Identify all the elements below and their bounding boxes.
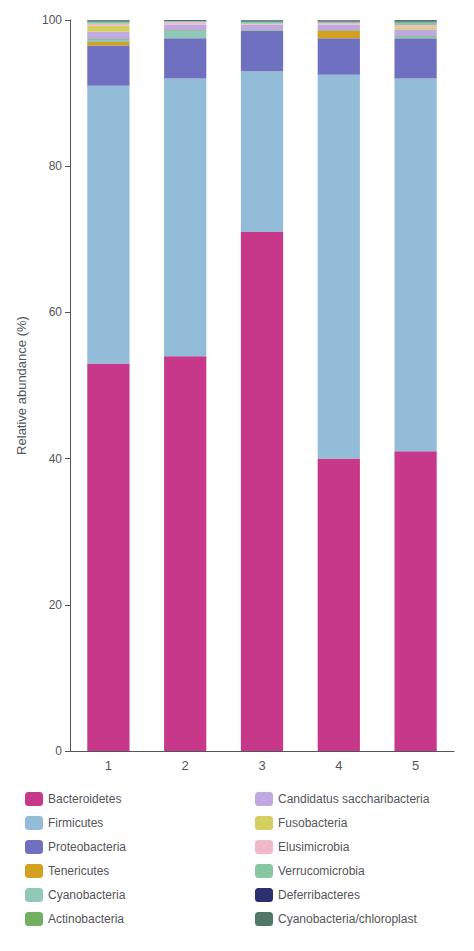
- svg-text:Deferribacteres: Deferribacteres: [278, 888, 360, 902]
- svg-text:Verrucomicrobia: Verrucomicrobia: [278, 864, 365, 878]
- svg-text:20: 20: [49, 598, 63, 612]
- svg-text:Proteobacteria: Proteobacteria: [48, 840, 126, 854]
- svg-text:5: 5: [412, 758, 419, 773]
- svg-text:40: 40: [49, 452, 63, 466]
- svg-text:Cyanobacteria/chloroplast: Cyanobacteria/chloroplast: [278, 912, 417, 926]
- svg-text:Candidatus saccharibacteria: Candidatus saccharibacteria: [278, 792, 430, 806]
- svg-text:Tenericutes: Tenericutes: [48, 864, 109, 878]
- svg-text:Cyanobacteria: Cyanobacteria: [48, 888, 126, 902]
- svg-text:2: 2: [182, 758, 189, 773]
- svg-text:1: 1: [105, 758, 112, 773]
- svg-text:4: 4: [335, 758, 342, 773]
- svg-text:100: 100: [42, 13, 62, 27]
- svg-text:Relative abundance (%): Relative abundance (%): [14, 316, 29, 455]
- svg-text:60: 60: [49, 305, 63, 319]
- svg-text:Elusimicrobia: Elusimicrobia: [278, 840, 350, 854]
- svg-text:Actinobacteria: Actinobacteria: [48, 912, 124, 926]
- svg-text:Bacteroidetes: Bacteroidetes: [48, 792, 121, 806]
- svg-text:Firmicutes: Firmicutes: [48, 816, 103, 830]
- svg-text:3: 3: [258, 758, 265, 773]
- svg-text:0: 0: [55, 744, 62, 758]
- svg-text:80: 80: [49, 159, 63, 173]
- svg-text:Fusobacteria: Fusobacteria: [278, 816, 348, 830]
